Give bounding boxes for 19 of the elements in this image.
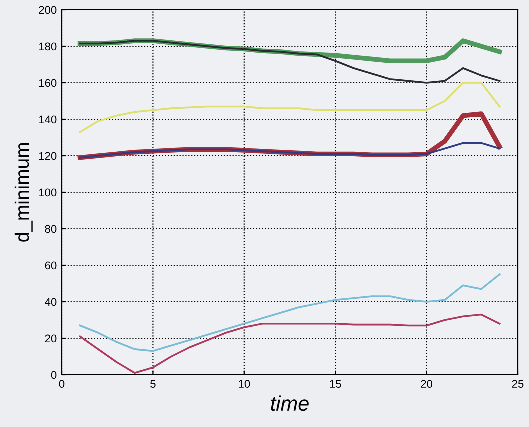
y-tick-label: 120 <box>39 152 57 160</box>
y-tick-label: 200 <box>39 6 57 14</box>
y-tick-label: 160 <box>39 79 57 88</box>
x-tick-label: 20 <box>421 380 433 388</box>
x-tick-label: 15 <box>330 380 342 388</box>
y-tick-label: 140 <box>39 116 57 124</box>
x-tick-label: 10 <box>239 380 250 388</box>
y-axis-title: d_minimum <box>14 144 33 242</box>
x-tick-label: 0 <box>59 380 65 388</box>
y-tick-label: 100 <box>39 188 57 197</box>
y-tick-label: 60 <box>45 262 57 270</box>
x-tick-label: 25 <box>512 380 524 388</box>
y-tick-label: 0 <box>51 371 57 380</box>
x-axis-title: time <box>271 396 309 412</box>
y-tick-label: 40 <box>45 298 57 306</box>
y-tick-label: 80 <box>45 225 57 234</box>
x-tick-label: 5 <box>150 380 156 388</box>
y-tick-label: 180 <box>39 42 57 51</box>
y-tick-label: 20 <box>45 334 57 343</box>
